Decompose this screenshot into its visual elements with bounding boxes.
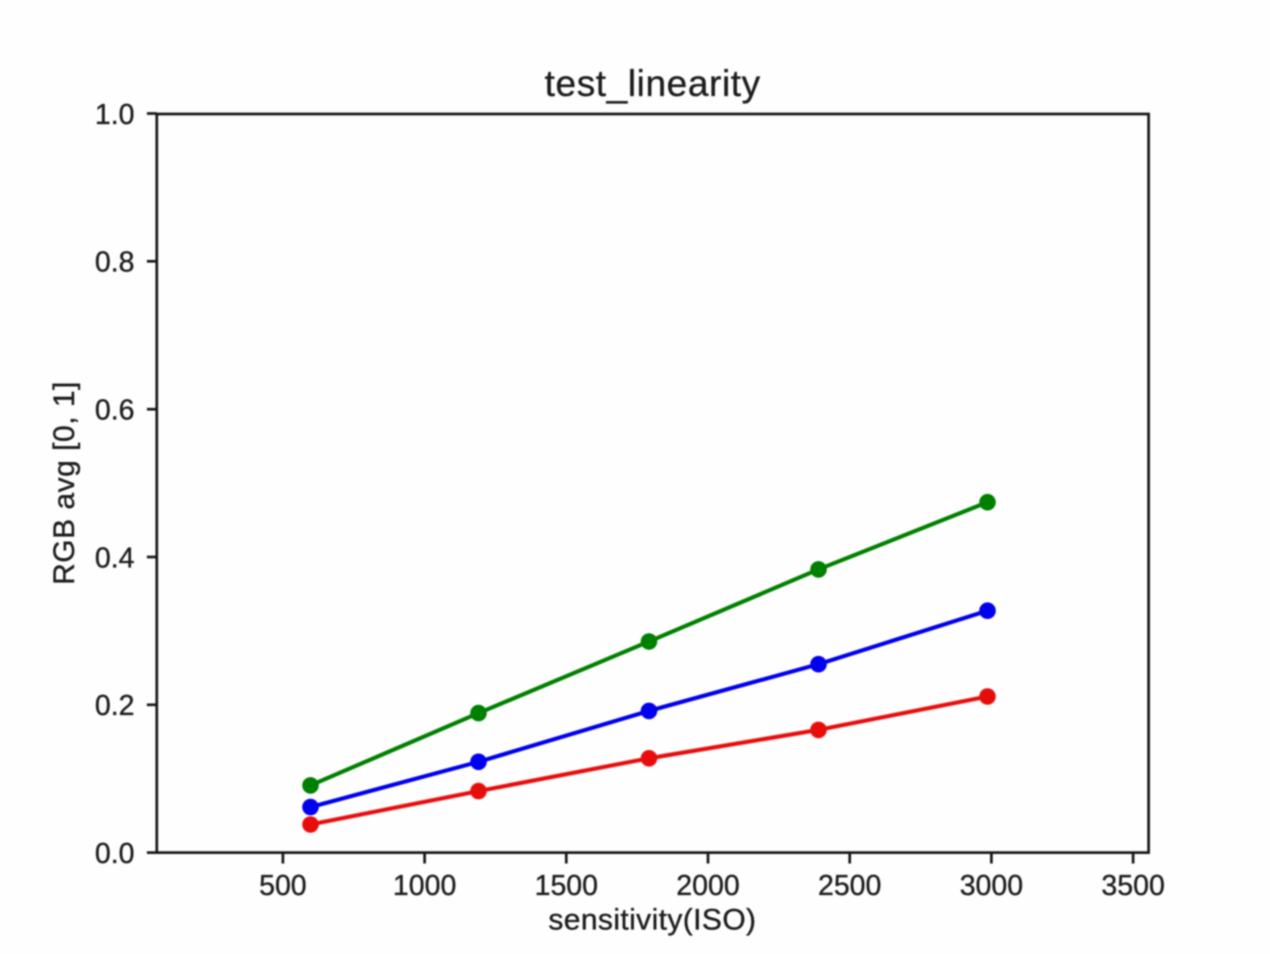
svg-text:1500: 1500 [535, 870, 598, 902]
svg-text:0.0: 0.0 [95, 838, 135, 870]
svg-text:1000: 1000 [393, 870, 456, 902]
svg-text:3500: 3500 [1101, 870, 1164, 902]
svg-text:sensitivity(ISO): sensitivity(ISO) [548, 904, 756, 937]
svg-text:2000: 2000 [676, 870, 739, 902]
svg-text:1.0: 1.0 [95, 99, 135, 131]
svg-text:3000: 3000 [960, 870, 1023, 902]
svg-text:0.4: 0.4 [95, 542, 135, 574]
svg-text:0.6: 0.6 [95, 395, 135, 427]
svg-text:0.8: 0.8 [95, 247, 135, 279]
svg-text:500: 500 [259, 870, 307, 902]
svg-text:test_linearity: test_linearity [545, 63, 761, 104]
svg-text:0.2: 0.2 [95, 690, 135, 722]
svg-text:RGB avg [0, 1]: RGB avg [0, 1] [48, 381, 81, 585]
svg-text:2500: 2500 [818, 870, 881, 902]
